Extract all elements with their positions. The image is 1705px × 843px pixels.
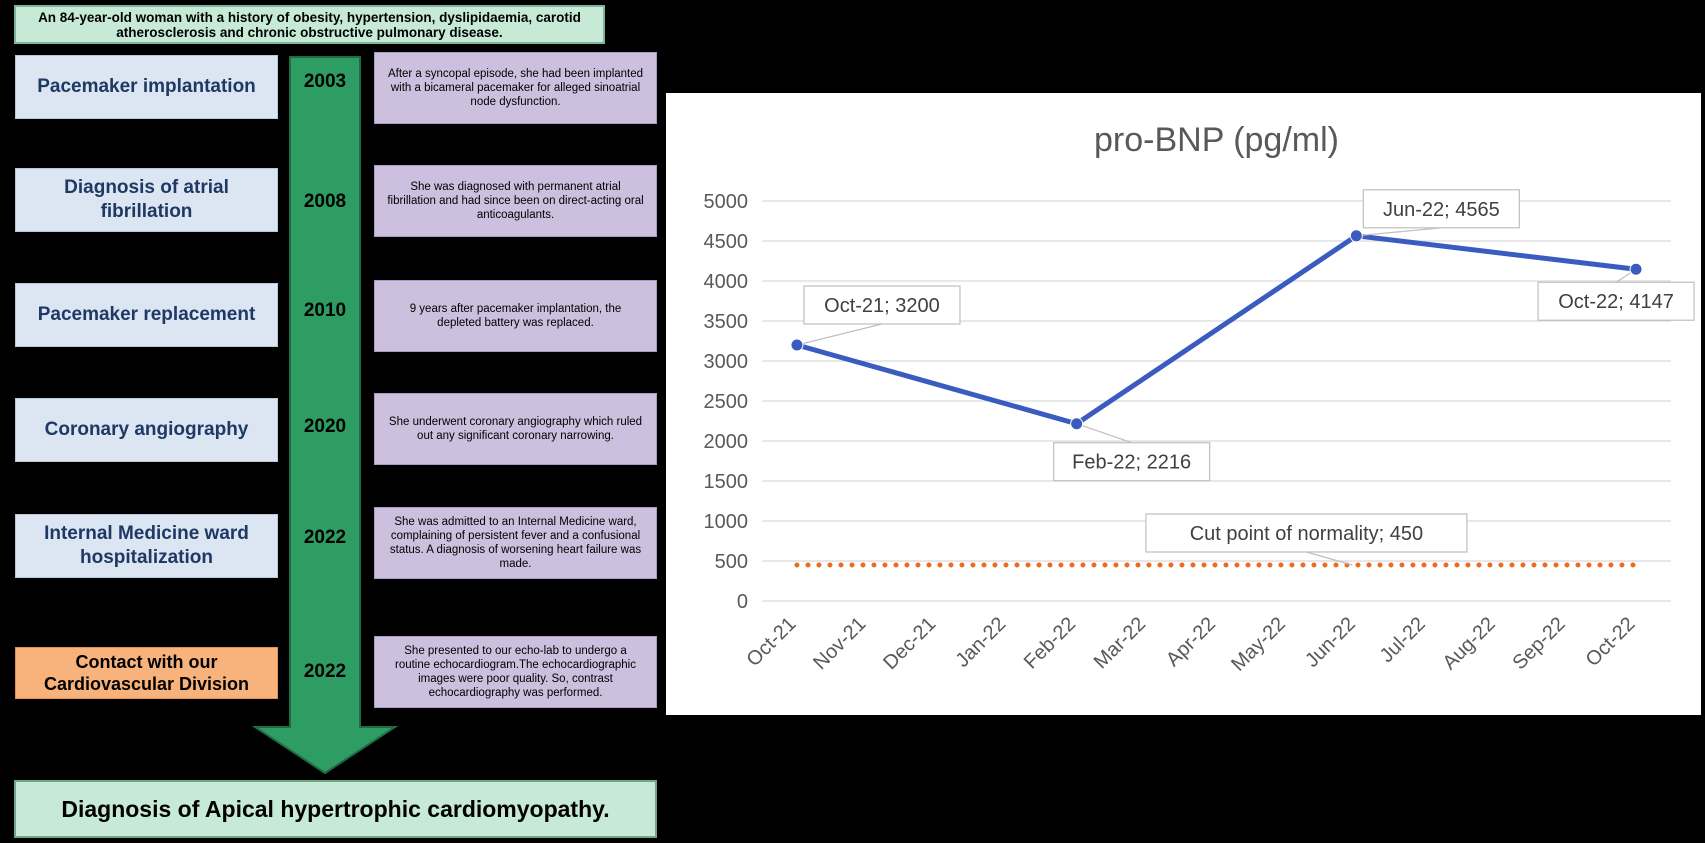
y-tick-label: 3500 (704, 311, 749, 333)
y-tick-label: 500 (715, 551, 748, 573)
y-tick-label: 1500 (704, 471, 749, 493)
x-tick-label: Sep-22 (1508, 613, 1569, 674)
x-tick-label: Jan-22 (951, 613, 1010, 672)
x-tick-label: Dec-21 (879, 613, 940, 674)
x-tick-label: Nov-21 (809, 613, 870, 674)
event-cardiovascular-division-contact: Contact with our Cardiovascular Division (15, 647, 278, 699)
data-label: Oct-22; 4147 (1558, 291, 1674, 313)
event-year-2020: 2020 (303, 416, 347, 437)
data-label: Feb-22; 2216 (1072, 452, 1191, 474)
y-tick-label: 2500 (704, 391, 749, 413)
y-tick-label: 3000 (704, 351, 749, 373)
data-label-leader (1356, 227, 1442, 237)
event-year-2022: 2022 (303, 527, 347, 548)
data-label-box (1537, 281, 1695, 321)
data-label: Oct-21; 3200 (824, 295, 940, 317)
x-tick-label: Oct-22 (1582, 613, 1640, 671)
event-atrial-fibrillation: Diagnosis of atrial fibrillation (15, 168, 278, 232)
x-tick-label: Jun-22 (1301, 613, 1360, 672)
probnp-series-line (796, 233, 1637, 427)
data-label-leader (1076, 423, 1132, 444)
event-pacemaker-implantation: Pacemaker implantation (15, 55, 278, 119)
chart-title: pro-BNP (pg/ml) (1094, 121, 1339, 159)
probnp-line-chart: pro-BNP (pg/ml) 0 500 1000 1500 2000 2500 3000 3… (704, 121, 1695, 676)
data-point-marker (1070, 417, 1084, 431)
data-label-box (1053, 442, 1211, 482)
final-diagnosis: Diagnosis of Apical hypertrophic cardiom… (14, 780, 657, 838)
cutoff-label: Cut point of normality; 450 (1190, 523, 1423, 545)
event-description: She was admitted to an Internal Medicine… (374, 507, 657, 579)
data-point-marker (1349, 229, 1363, 243)
x-tick-label: Oct-21 (742, 613, 800, 671)
chart-panel: pro-BNP (pg/ml) 0 500 1000 1500 2000 2500 3000 3… (666, 93, 1701, 715)
event-internal-medicine-hospitalization: Internal Medicine ward hospitalization (15, 514, 278, 578)
x-tick-label: Feb-22 (1020, 613, 1080, 673)
cutoff-label-box (1145, 513, 1468, 553)
cutoff-label-leader (1306, 551, 1353, 566)
event-year-2008: 2008 (303, 191, 347, 212)
data-label: Jun-22; 4565 (1383, 199, 1500, 221)
data-label-leader (796, 323, 883, 346)
timeline-arrow (251, 56, 399, 775)
event-description: She was diagnosed with permanent atrial … (374, 165, 657, 237)
data-point-marker (790, 338, 804, 352)
event-description: 9 years after pacemaker implantation, th… (374, 280, 657, 352)
x-tick-label: May-22 (1227, 613, 1290, 676)
y-tick-label: 1000 (704, 511, 749, 533)
event-description: She underwent coronary angiography which… (374, 393, 657, 465)
event-description: After a syncopal episode, she had been i… (374, 52, 657, 124)
y-tick-label: 4000 (704, 271, 749, 293)
x-tick-label: Apr-22 (1162, 613, 1220, 671)
y-tick-label: 5000 (704, 191, 749, 213)
x-tick-label: Mar-22 (1090, 613, 1150, 673)
y-tick-label: 4500 (704, 231, 749, 253)
y-tick-label: 0 (737, 591, 748, 613)
event-year-2003: 2003 (303, 71, 347, 92)
data-point-marker (1629, 262, 1643, 276)
case-summary-header: An 84-year-old woman with a history of o… (14, 5, 605, 44)
event-coronary-angiography: Coronary angiography (15, 398, 278, 462)
y-tick-label: 2000 (704, 431, 749, 453)
event-year-2010: 2010 (303, 300, 347, 321)
event-description: She presented to our echo-lab to undergo… (374, 636, 657, 708)
event-pacemaker-replacement: Pacemaker replacement (15, 283, 278, 347)
x-tick-label: Aug-22 (1439, 613, 1500, 674)
x-tick-label: Jul-22 (1376, 613, 1430, 667)
data-label-box (1362, 189, 1520, 229)
data-label-box (803, 285, 961, 325)
event-year-2022: 2022 (303, 661, 347, 682)
